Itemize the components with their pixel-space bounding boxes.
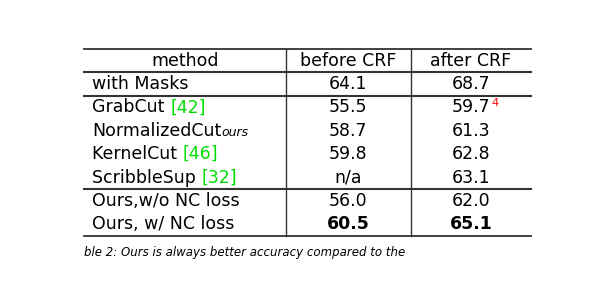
Text: [32]: [32] xyxy=(202,168,237,187)
Text: 56.0: 56.0 xyxy=(329,192,368,210)
Text: before CRF: before CRF xyxy=(300,51,396,70)
Text: [42]: [42] xyxy=(170,98,206,116)
Text: 62.8: 62.8 xyxy=(451,145,490,163)
Text: Ours,w/o NC loss: Ours,w/o NC loss xyxy=(92,192,240,210)
Text: [46]: [46] xyxy=(183,145,218,163)
Text: Ours, w/ NC loss: Ours, w/ NC loss xyxy=(92,216,235,233)
Text: ble 2: Ours is always better accuracy compared to the: ble 2: Ours is always better accuracy co… xyxy=(84,246,405,259)
Text: 65.1: 65.1 xyxy=(450,216,492,233)
Text: 68.7: 68.7 xyxy=(451,75,490,93)
Text: 60.5: 60.5 xyxy=(327,216,370,233)
Text: method: method xyxy=(151,51,219,70)
Text: KernelCut: KernelCut xyxy=(92,145,183,163)
Text: ScribbleSup: ScribbleSup xyxy=(92,168,202,187)
Text: NormalizedCut: NormalizedCut xyxy=(92,122,222,140)
Text: 62.0: 62.0 xyxy=(451,192,490,210)
Text: 64.1: 64.1 xyxy=(329,75,367,93)
Text: 59.7: 59.7 xyxy=(451,98,490,116)
Text: 59.8: 59.8 xyxy=(329,145,368,163)
Text: 61.3: 61.3 xyxy=(451,122,490,140)
Text: n/a: n/a xyxy=(334,168,362,187)
Text: ours: ours xyxy=(222,126,249,139)
Text: 4: 4 xyxy=(492,98,499,108)
Text: 58.7: 58.7 xyxy=(329,122,367,140)
Text: 63.1: 63.1 xyxy=(451,168,490,187)
Text: 55.5: 55.5 xyxy=(329,98,367,116)
Text: with Masks: with Masks xyxy=(92,75,189,93)
Text: after CRF: after CRF xyxy=(431,51,511,70)
Text: GrabCut: GrabCut xyxy=(92,98,170,116)
